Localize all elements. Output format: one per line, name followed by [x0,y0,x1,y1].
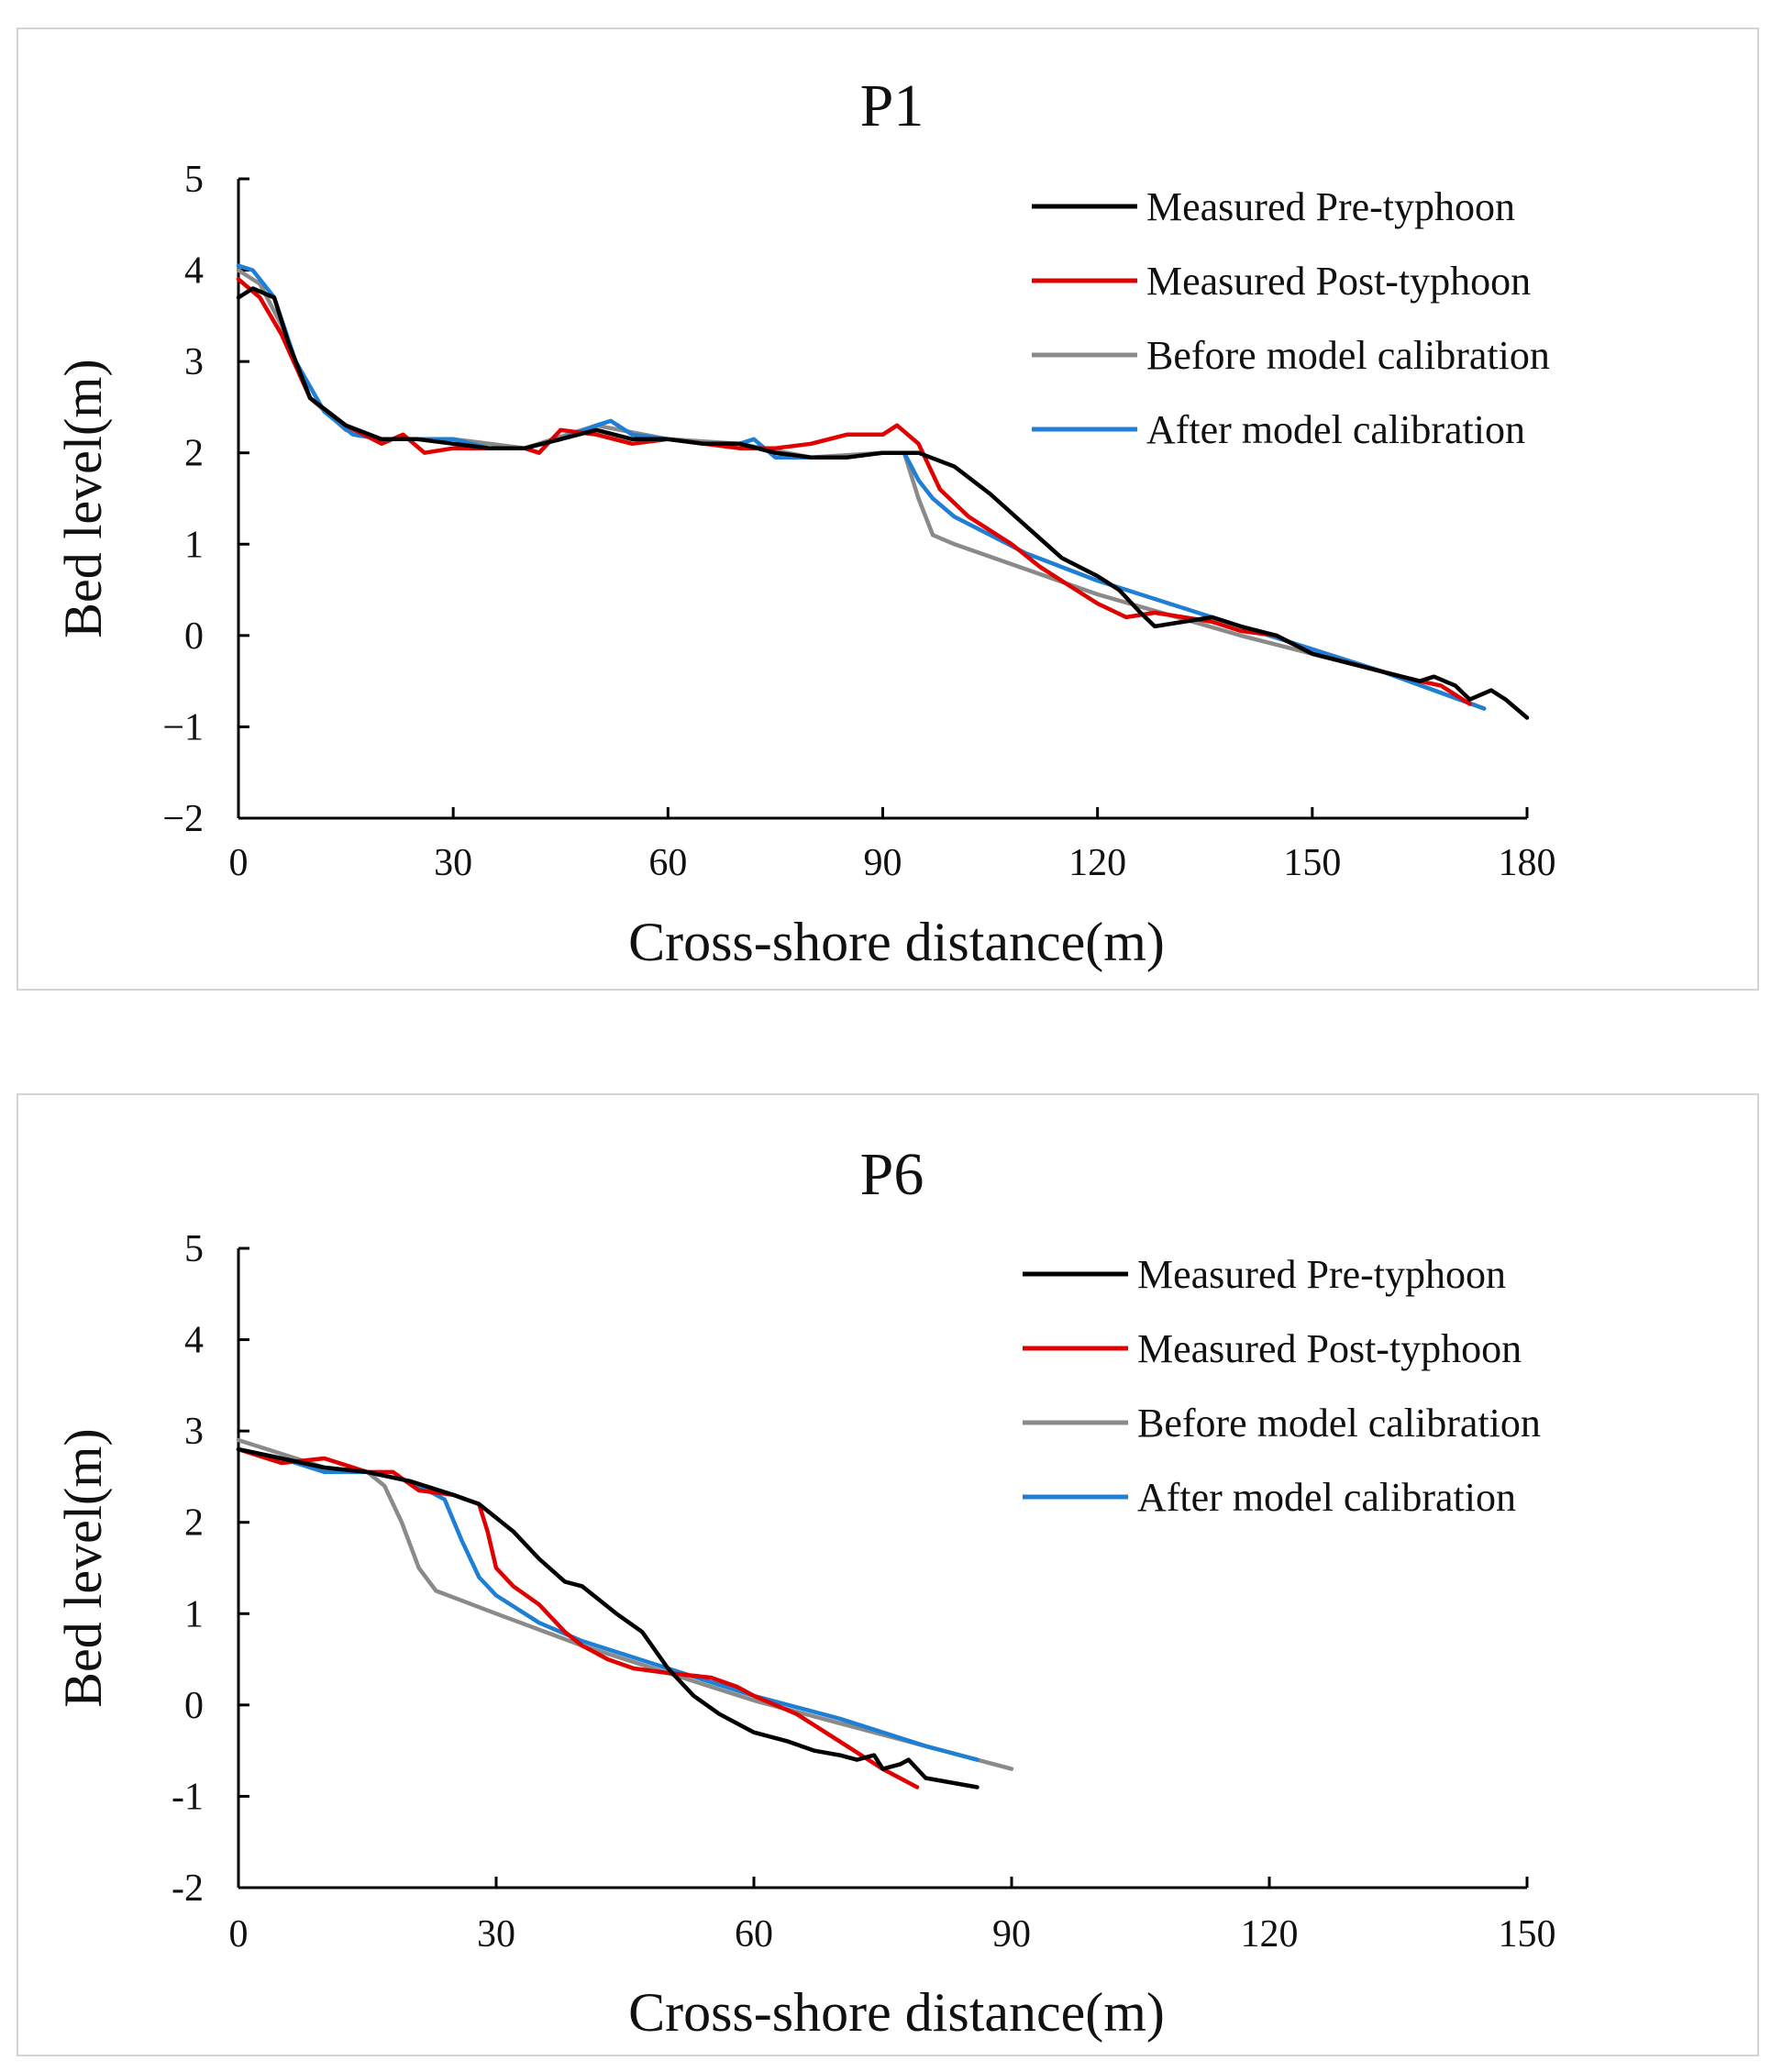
chart-p6: P6 5 4 3 2 1 0 -1 -2 0 30 60 90 120 150 Cross-shore dis… [53,1141,1556,2043]
chart-panel-p1: P1 5 4 3 2 1 0 −1 −2 0 30 60 90 120 150 180 Cross-shore … [17,28,1759,991]
chart-title: P6 [860,1141,924,1208]
x-axis-label: Cross-shore distance(m) [628,1982,1165,2043]
series-line-measured-pre-typhoon [236,1446,980,1789]
legend-label-after-model-calibration: After model calibration [1137,1475,1516,1520]
x-tick-label: 150 [1283,842,1341,884]
y-tick-label: 2 [184,433,204,475]
legend-label-measured-pre-typhoon: Measured Pre-typhoon [1146,184,1515,229]
legend-label-measured-pre-typhoon: Measured Pre-typhoon [1137,1252,1506,1297]
x-tick-label: 30 [434,842,472,884]
y-tick-label: 5 [184,159,204,201]
x-axis-label: Cross-shore distance(m) [628,912,1165,972]
y-tick-label: -2 [172,1867,204,1910]
y-axis-label: Bed level(m) [53,359,113,637]
x-tick-label: 60 [648,842,687,884]
series-line-measured-post-typhoon [236,1446,920,1789]
x-tick-label: 90 [864,842,902,884]
legend-label-after-model-calibration: After model calibration [1146,407,1525,452]
y-tick-label: -1 [172,1776,204,1818]
y-tick-label: 4 [184,1320,204,1362]
x-tick-label: 120 [1068,842,1126,884]
y-tick-label: −2 [162,798,204,840]
y-tick-label: 3 [184,341,204,383]
legend-label-before-model-calibration: Before model calibration [1137,1401,1541,1446]
legend-label-measured-post-typhoon: Measured Post-typhoon [1137,1326,1522,1371]
series-line-before-model-calibration [236,1437,1014,1771]
y-tick-label: 0 [184,615,204,658]
x-tick-label: 120 [1241,1913,1299,1956]
x-tick-label: 30 [477,1913,515,1956]
y-tick-label: 3 [184,1411,204,1453]
y-tick-label: 5 [184,1228,204,1270]
y-tick-label: 4 [184,250,204,293]
x-tick-label: 180 [1499,842,1556,884]
chart-panel-p6: P6 5 4 3 2 1 0 -1 -2 0 30 60 90 120 150 Cross-shore dis… [17,1093,1759,2056]
x-tick-label: 60 [735,1913,773,1956]
x-tick-label: 90 [992,1913,1031,1956]
y-tick-label: 2 [184,1502,204,1545]
y-tick-label: −1 [162,706,204,748]
chart-p1: P1 5 4 3 2 1 0 −1 −2 0 30 60 90 120 150 180 Cross-shore … [53,72,1556,972]
chart-title: P1 [860,72,924,139]
x-tick-label: 150 [1499,1913,1556,1956]
y-tick-label: 1 [184,524,204,566]
series-line-measured-post-typhoon [236,277,1472,706]
y-tick-label: 0 [184,1685,204,1727]
series-line-after-model-calibration [236,1446,980,1762]
y-tick-label: 1 [184,1593,204,1635]
legend-label-measured-post-typhoon: Measured Post-typhoon [1146,259,1531,304]
x-tick-label: 0 [229,842,249,884]
y-axis-label: Bed level(m) [53,1428,113,1707]
x-tick-label: 0 [229,1913,249,1956]
legend-label-before-model-calibration: Before model calibration [1146,333,1550,378]
series-line-measured-pre-typhoon [236,286,1530,720]
